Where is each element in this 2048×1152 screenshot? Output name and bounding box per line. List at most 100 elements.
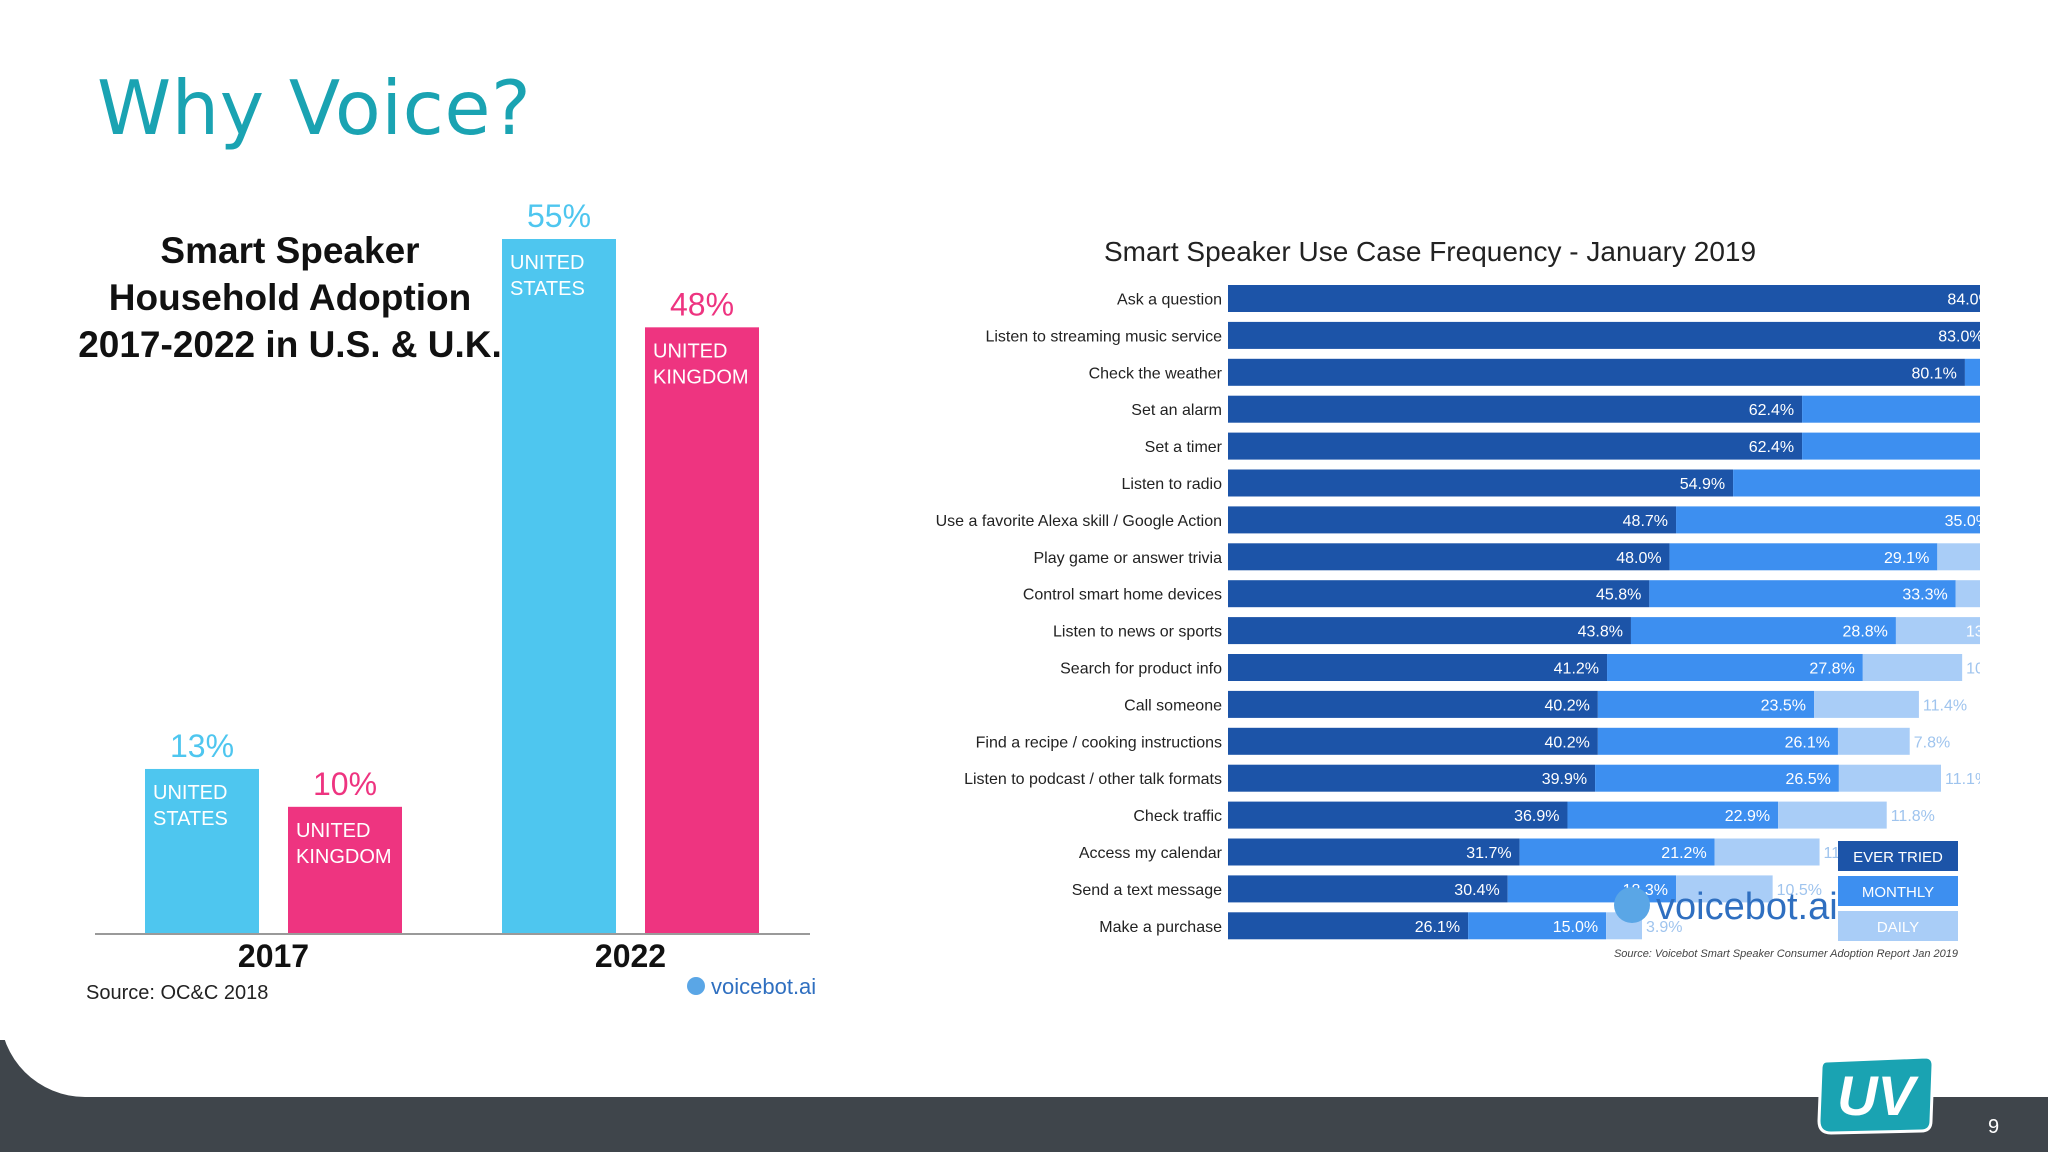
usecase-bar-ever-tried (1228, 912, 1469, 940)
usecase-category-label: Send a text message (1072, 882, 1222, 899)
usecase-category-label: Listen to streaming music service (985, 328, 1222, 345)
uv-logo-text: UV (1837, 1064, 1919, 1127)
adoption-value-label: 10% (313, 766, 377, 802)
usecase-value-label: 40.2% (1544, 697, 1589, 714)
usecase-value-label: 62.4% (1749, 439, 1794, 456)
usecase-bar-daily (1937, 543, 1980, 571)
usecase-bar-daily (1837, 727, 1910, 755)
usecase-value-label: 48.0% (1616, 550, 1661, 567)
usecase-bar-ever-tried (1228, 321, 1980, 349)
usecase-category-label: Set a timer (1145, 439, 1223, 456)
usecase-value-label: 28.8% (1843, 624, 1888, 641)
usecase-value-label: 41.2% (1554, 661, 1599, 678)
usecase-category-label: Set an alarm (1131, 402, 1222, 419)
use-case-frequency-chart: Smart Speaker Use Case Frequency - Janua… (936, 236, 1980, 960)
usecase-category-label: Listen to news or sports (1053, 624, 1222, 641)
usecase-bar-ever-tried (1228, 469, 1734, 497)
adoption-series-label: UNITED (653, 340, 727, 362)
usecase-bar-ever-tried (1228, 543, 1670, 571)
adoption-series-label: KINGDOM (653, 366, 749, 388)
usecase-value-label: 84.0% (1947, 292, 1980, 309)
usecase-bar-daily (1676, 875, 1773, 903)
usecase-bar-ever-tried (1228, 432, 1803, 460)
usecase-value-label: 26.5% (1786, 771, 1831, 788)
usecase-bar-ever-tried (1228, 690, 1598, 718)
usecase-value-label: 7.8% (1914, 734, 1950, 751)
adoption-source: Source: OC&C 2018 (86, 982, 268, 1004)
usecase-bar-ever-tried (1228, 875, 1508, 903)
usecase-value-label: 15.0% (1553, 919, 1598, 936)
usecase-value-label: 35.0% (1945, 513, 1980, 530)
legend-label: EVER TRIED (1853, 849, 1943, 866)
usecase-bar-ever-tried (1228, 358, 1965, 386)
usecase-value-label: 11.4% (1923, 697, 1967, 714)
usecase-value-label: 43.8% (1578, 624, 1623, 641)
usecase-value-label: 3.9% (1646, 919, 1682, 936)
usecase-value-label: 11.8% (1891, 808, 1935, 825)
usecase-bar-monthly (1567, 801, 1779, 829)
usecase-bar-monthly (1468, 912, 1607, 940)
usecase-source: Source: Voicebot Smart Speaker Consumer … (1614, 948, 1958, 960)
adoption-series-label: KINGDOM (296, 846, 392, 868)
legend-label: MONTHLY (1862, 884, 1934, 901)
usecase-bar-ever-tried (1228, 285, 1980, 312)
slide-title: Why Voice? (97, 64, 532, 152)
usecase-value-label: 31.7% (1466, 845, 1511, 862)
usecase-bar-monthly (1595, 764, 1839, 792)
usecase-bar-monthly (1964, 358, 1980, 386)
usecase-bar-monthly (1597, 727, 1838, 755)
adoption-value-label: 48% (670, 286, 734, 322)
usecase-value-label: 83.0% (1938, 328, 1980, 345)
usecase-category-label: Control smart home devices (1023, 587, 1222, 604)
legend-label: DAILY (1877, 919, 1919, 936)
adoption-series-label: UNITED (153, 782, 227, 804)
usecase-value-label: 48.7% (1623, 513, 1668, 530)
usecase-value-label: 21.2% (1661, 845, 1706, 862)
usecase-value-label: 26.1% (1785, 734, 1830, 751)
adoption-bar-united-states-2022 (502, 239, 616, 933)
legend-swatch-ever-tried (1838, 841, 1958, 871)
usecase-category-label: Play game or answer trivia (1033, 550, 1222, 567)
usecase-bar-monthly (1519, 838, 1715, 866)
adoption-title-line: 2017-2022 in U.S. & U.K. (78, 324, 502, 365)
usecase-bar-ever-tried (1228, 801, 1568, 829)
usecase-bar-daily (1862, 654, 1963, 681)
usecase-value-label: 27.8% (1809, 661, 1854, 678)
adoption-series-label: UNITED (510, 252, 584, 274)
usecase-category-label: Access my calendar (1079, 845, 1223, 862)
adoption-series-label: STATES (153, 808, 228, 830)
legend-swatch-daily (1838, 911, 1958, 941)
usecase-bar-monthly (1597, 690, 1815, 718)
usecase-bar-monthly (1607, 654, 1863, 681)
usecase-bar-daily (1838, 764, 1941, 792)
adoption-series-label: UNITED (296, 820, 370, 842)
usecase-value-label: 80.1% (1912, 365, 1957, 382)
adoption-bar-united-states-2017 (145, 768, 259, 933)
voicebot-icon (1614, 887, 1650, 923)
page-number: 9 (1988, 1116, 2000, 1138)
usecase-bar-daily (1714, 838, 1820, 866)
usecase-bar-monthly (1802, 432, 1980, 460)
usecase-value-label: 33.3% (1902, 587, 1947, 604)
usecase-bar-ever-tried (1228, 617, 1631, 645)
usecase-value-label: 62.4% (1749, 402, 1794, 419)
usecase-bar-monthly (1669, 543, 1938, 571)
usecase-value-label: 11.1% (1945, 771, 1980, 788)
usecase-category-label: Check traffic (1133, 808, 1222, 825)
uv-logo-shape (1817, 1055, 1935, 1135)
legend-swatch-monthly (1838, 876, 1958, 906)
voicebot-icon (687, 977, 705, 995)
usecase-bar-daily (1814, 690, 1919, 718)
usecase-bar-monthly (1802, 395, 1980, 423)
usecase-category-label: Call someone (1124, 697, 1222, 714)
usecase-bar-daily (1778, 801, 1887, 829)
adoption-category-2022: 2022 (595, 938, 666, 974)
usecase-value-label: 23.5% (1761, 697, 1806, 714)
usecase-bar-ever-tried (1228, 395, 1803, 423)
usecase-value-label: 22.9% (1725, 808, 1770, 825)
usecase-bar-ever-tried (1228, 764, 1596, 792)
adoption-category-2017: 2017 (238, 938, 309, 974)
adoption-title-line: Smart Speaker (160, 230, 419, 271)
usecase-bar-daily (1895, 617, 1980, 645)
usecase-bar-ever-tried (1228, 838, 1520, 866)
